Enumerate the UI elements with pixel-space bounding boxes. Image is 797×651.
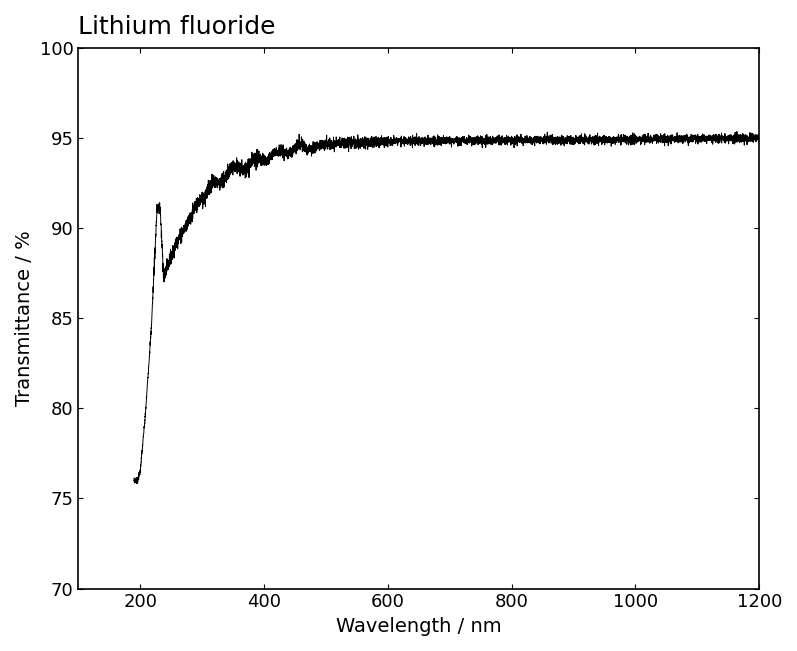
Text: Lithium fluoride: Lithium fluoride [78,15,276,39]
X-axis label: Wavelength / nm: Wavelength / nm [336,617,501,636]
Y-axis label: Transmittance / %: Transmittance / % [15,230,34,406]
